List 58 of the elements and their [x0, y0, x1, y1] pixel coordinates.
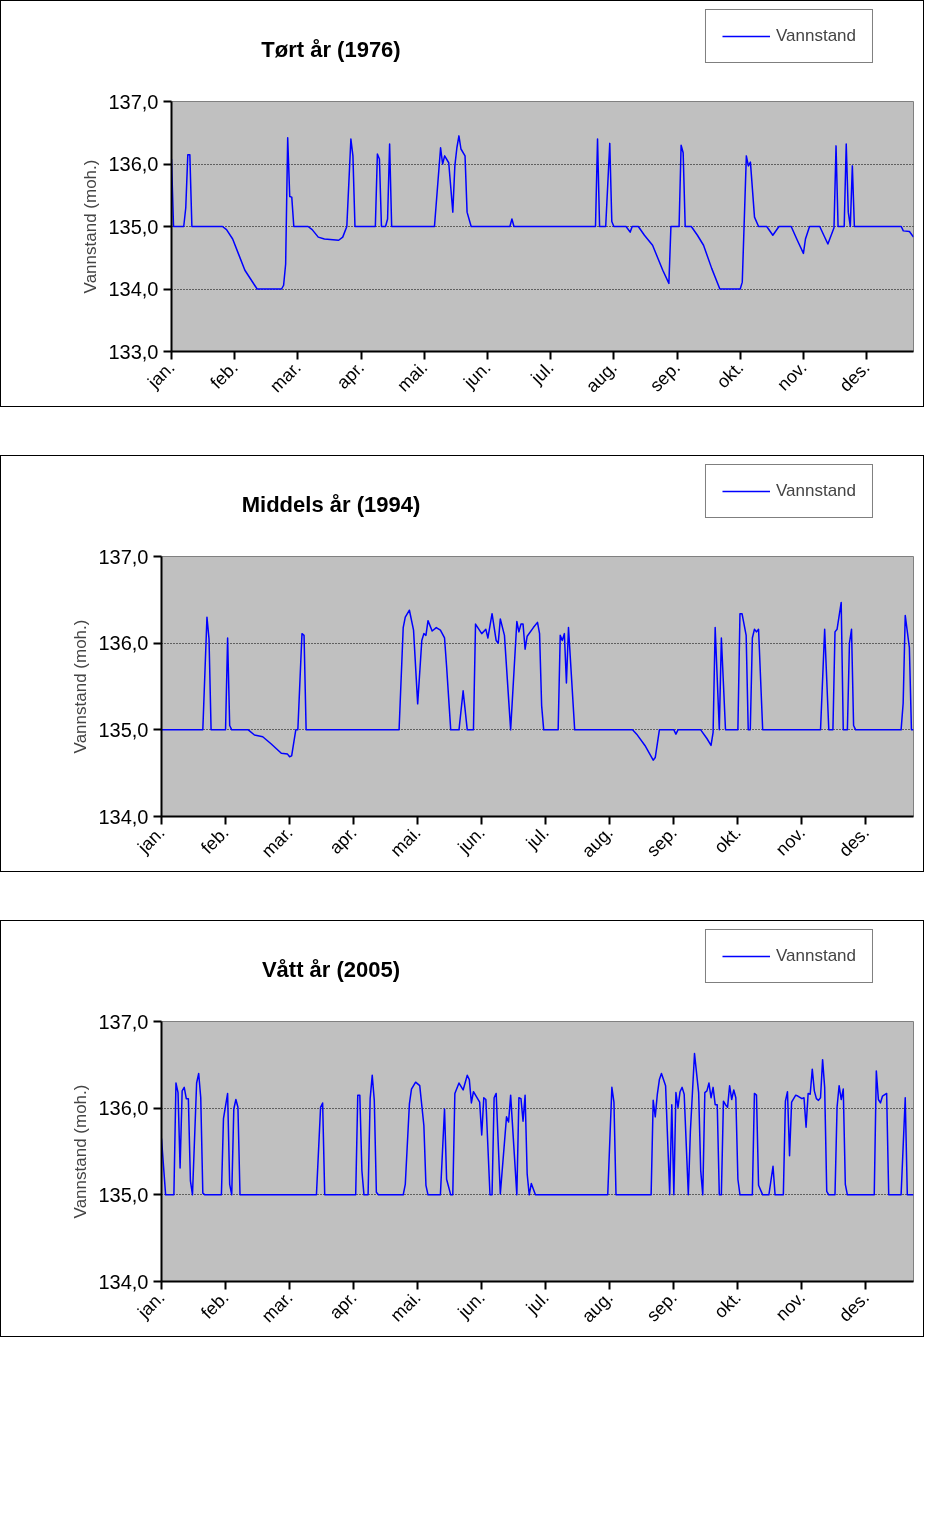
x-tick-label: sep.: [642, 1287, 681, 1326]
y-tick-label: 135,0: [98, 718, 149, 741]
y-tick-label: 135,0: [108, 215, 159, 238]
x-tick-label: des.: [835, 357, 874, 396]
line-series: [161, 1052, 914, 1196]
x-tick-label: jun.: [453, 1287, 489, 1323]
x-tick-label: apr.: [332, 357, 369, 393]
legend-label: Vannstand: [775, 946, 857, 966]
x-tick-label: mar.: [257, 1287, 297, 1327]
y-tick-label: 136,0: [108, 153, 159, 175]
x-tick-label: nov.: [771, 1287, 810, 1325]
y-tick-label: 137,0: [98, 545, 149, 568]
x-tick-label: mar.: [266, 357, 305, 397]
chart-title: Vått år (2005): [261, 956, 401, 984]
x-tick-label: nov.: [771, 822, 810, 860]
x-tick-label: sep.: [645, 357, 685, 396]
y-axis-title: Vannstand (moh.): [71, 1084, 91, 1219]
y-tick-label: 137,0: [108, 90, 159, 113]
y-tick-label: 135,0: [98, 1183, 149, 1206]
x-tick-label: nov.: [773, 357, 811, 395]
y-tick-label: 134,0: [108, 278, 159, 300]
y-tick-label: 133,0: [108, 340, 159, 363]
y-axis-title: Vannstand (moh.): [71, 619, 91, 754]
x-tick-label: feb.: [197, 822, 233, 858]
y-tick-label: 136,0: [98, 632, 149, 655]
legend-label: Vannstand: [775, 26, 857, 46]
x-tick-label: apr.: [325, 1287, 361, 1323]
y-tick-label: 136,0: [98, 1097, 149, 1120]
x-tick-label: okt.: [712, 357, 748, 393]
x-tick-label: jul.: [521, 822, 553, 854]
x-tick-label: feb.: [206, 357, 242, 393]
y-tick-label: 137,0: [98, 1010, 149, 1033]
x-tick-label: jul.: [526, 357, 558, 389]
y-tick-label: 134,0: [98, 1270, 149, 1293]
x-tick-label: okt.: [710, 822, 745, 858]
y-axis-title: Vannstand (moh.): [81, 159, 101, 294]
x-tick-label: mai.: [386, 822, 425, 861]
chart-title: Middels år (1994): [241, 491, 421, 519]
x-tick-label: jul.: [521, 1287, 553, 1319]
x-tick-label: des.: [834, 1287, 874, 1326]
x-tick-label: apr.: [325, 822, 361, 858]
x-tick-label: okt.: [710, 1287, 745, 1323]
x-tick-label: mai.: [393, 357, 432, 396]
legend-label: Vannstand: [775, 481, 857, 501]
chart-title: Tørt år (1976): [261, 36, 401, 64]
x-tick-label: jun.: [453, 822, 489, 858]
line-series: [171, 135, 914, 290]
x-tick-label: mai.: [386, 1287, 425, 1326]
x-tick-label: aug.: [582, 357, 621, 397]
x-tick-label: jun.: [459, 357, 495, 393]
x-tick-label: des.: [834, 822, 874, 861]
x-tick-label: aug.: [577, 822, 617, 862]
x-tick-label: sep.: [642, 822, 681, 861]
x-tick-label: mar.: [257, 822, 297, 862]
x-tick-label: feb.: [197, 1287, 233, 1323]
line-series: [161, 601, 914, 761]
x-tick-label: aug.: [577, 1287, 617, 1327]
y-tick-label: 134,0: [98, 805, 149, 828]
